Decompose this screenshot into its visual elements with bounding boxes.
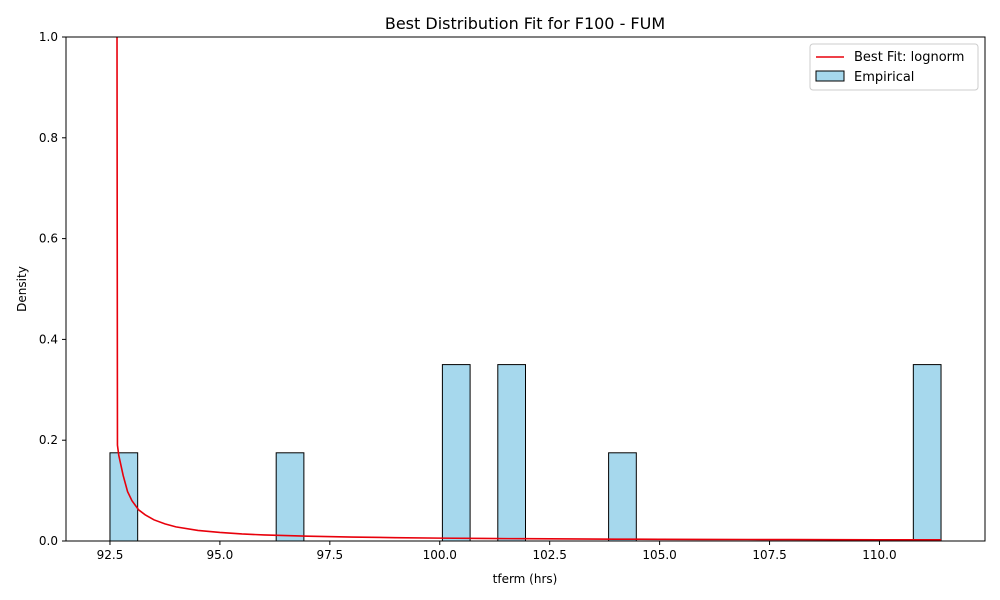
x-tick-label: 102.5: [533, 548, 567, 562]
histogram-bar-3: [497, 364, 527, 542]
legend-label-empirical: Empirical: [854, 70, 914, 85]
y-axis-ticks: 0.0 0.2 0.4 0.6 0.8 1.0: [39, 30, 66, 548]
y-tick-label: 0.6: [39, 232, 58, 246]
y-tick-label: 0.2: [39, 433, 58, 447]
x-tick-label: 107.5: [752, 548, 786, 562]
fit-line-group: [116, 36, 942, 541]
chart-title: Best Distribution Fit for F100 - FUM: [385, 14, 665, 33]
histogram-bar-2: [441, 364, 471, 542]
x-tick-label: 97.5: [316, 548, 343, 562]
plot-frame: [65, 36, 986, 542]
fit-line: [116, 36, 942, 541]
histogram-bar-1: [275, 452, 305, 542]
legend-bar-swatch: [815, 70, 845, 82]
y-tick-label: 0.0: [39, 534, 58, 548]
histogram-bar-5: [912, 364, 942, 542]
y-tick-label: 1.0: [39, 30, 58, 44]
x-tick-label: 105.0: [642, 548, 676, 562]
legend-box: [809, 43, 979, 91]
x-axis-label: tferm (hrs): [493, 572, 558, 586]
legend-label-fit: Best Fit: lognorm: [854, 50, 964, 65]
histogram-bar-0: [109, 452, 139, 542]
y-axis-label: Density: [15, 266, 29, 312]
x-tick-label: 92.5: [97, 548, 124, 562]
x-tick-label: 95.0: [207, 548, 234, 562]
x-tick-label: 110.0: [862, 548, 896, 562]
x-tick-label: 100.0: [423, 548, 457, 562]
y-tick-label: 0.4: [39, 332, 58, 346]
x-axis-ticks: 92.5 95.0 97.5 100.0 102.5 105.0 107.5 110.0: [97, 541, 897, 562]
histogram-bars: [109, 364, 942, 542]
histogram-bar-4: [608, 452, 637, 542]
legend: Best Fit: lognorm Empirical: [809, 43, 979, 91]
y-tick-label: 0.8: [39, 131, 58, 145]
